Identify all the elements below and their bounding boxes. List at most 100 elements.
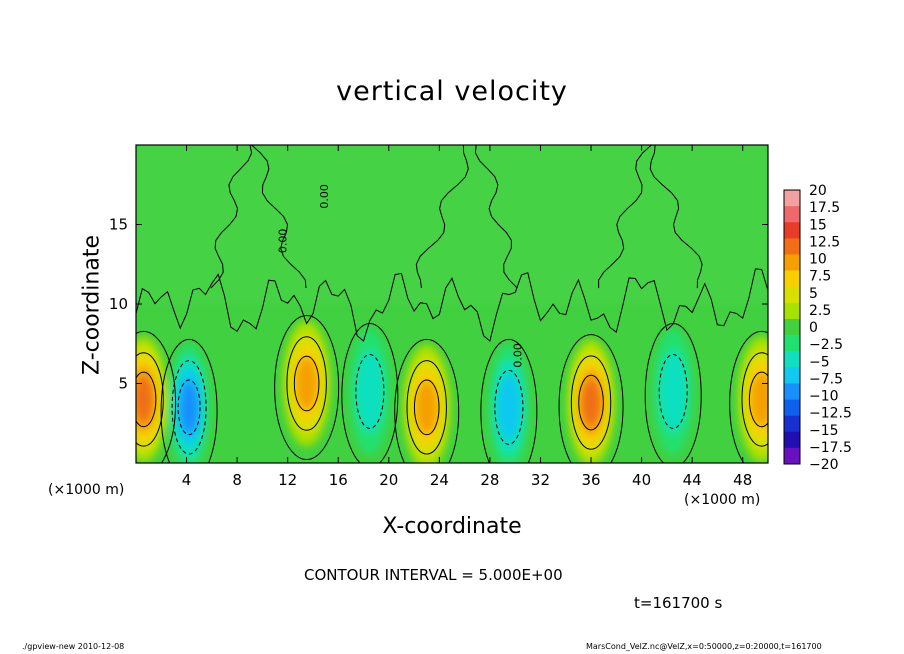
y-tick-label-15: 15: [109, 216, 128, 234]
colorbar-swatch-7: [784, 302, 800, 320]
contour-zero-6: [558, 334, 624, 463]
x-axis-label: X-coordinate: [382, 514, 522, 539]
contour-4-1: [406, 360, 447, 455]
x-axis-ticks: 4 8 12 16 20 24 28 32 36 40 44 48: [182, 145, 752, 489]
y-axis-label: Z-coordinate: [79, 235, 105, 375]
contour-label-2: 0.00: [512, 343, 525, 368]
colorbar-label-4: 10: [809, 252, 827, 268]
contour-label-1: 0.00: [318, 184, 331, 209]
contour-zero-layer: [136, 268, 768, 342]
colorbar-swatch-8: [784, 318, 800, 336]
colorbar-swatch-0: [784, 190, 800, 207]
colorbar-frame: [783, 189, 801, 465]
x-tick-label-20: 20: [379, 471, 398, 489]
x-tick-label-4: 4: [182, 471, 192, 489]
colorbar-label-15: −17.5: [809, 440, 852, 456]
contour-zero-1: [160, 338, 218, 463]
feature-level-7-1: [659, 350, 687, 433]
feature-level-0-4: [136, 376, 154, 423]
y-axis-ticks: 5 10 15: [109, 216, 768, 393]
colorbar-label-12: −10: [809, 389, 839, 405]
colorbar-swatch-6: [784, 286, 800, 304]
contour-upper-3: [474, 145, 518, 289]
colorbar-label-2: 15: [809, 217, 827, 233]
colorbar-swatch-1: [784, 206, 800, 223]
contour-2-1: [286, 336, 327, 431]
x-tick-label-28: 28: [480, 471, 499, 489]
contour-upper-2: [415, 145, 469, 289]
x-tick-label-48: 48: [733, 471, 752, 489]
contour-7-1: [658, 353, 688, 429]
colorbar-label-3: 12.5: [809, 234, 840, 250]
feature-level-1-3: [179, 381, 199, 434]
colorbar-label-0: 20: [809, 183, 827, 199]
y-tick-label-10: 10: [109, 295, 128, 313]
colorbar-label-6: 5: [809, 286, 818, 302]
colorbar-swatch-5: [784, 270, 800, 288]
contour-2-2: [293, 355, 320, 412]
colorbar-swatch-13: [784, 399, 800, 416]
contour-zero-5: [480, 338, 538, 463]
x-tick-label-44: 44: [683, 471, 702, 489]
contour-6-1: [570, 355, 612, 450]
contour-lines: 0.00 0.00 0.00: [136, 145, 768, 463]
colorbar-label-16: −20: [809, 457, 839, 473]
colorbar-label-9: −2.5: [809, 337, 843, 353]
colorbar-swatch-3: [784, 238, 800, 255]
colorbar-label-13: −12.5: [809, 406, 852, 422]
contour-3-1: [355, 353, 385, 429]
x-unit-right: (×1000 m): [684, 492, 761, 508]
contour-0-1: [136, 352, 164, 447]
x-tick-label-16: 16: [329, 471, 348, 489]
contour-upper-0: [210, 145, 253, 289]
colorbar-swatch-9: [784, 335, 800, 352]
x-tick-label-24: 24: [430, 471, 449, 489]
colorbar-swatch-16: [784, 447, 800, 465]
contour-1-2: [177, 379, 201, 436]
feature-level-5-2: [497, 375, 520, 439]
contour-0-2: [136, 371, 157, 428]
time-label: t=161700 s: [634, 594, 723, 612]
colorbar-swatch-14: [784, 415, 800, 433]
contour-zero-3: [341, 322, 399, 463]
colorbar-swatch-15: [784, 431, 800, 449]
colorbar-swatch-10: [784, 351, 800, 368]
colorbar-label-7: 2.5: [809, 303, 831, 319]
contour-upper-5: [649, 145, 703, 289]
colorbar-label-10: −5: [809, 354, 830, 370]
contour-6-2: [578, 374, 604, 431]
colorbar-label-5: 7.5: [809, 269, 831, 285]
chart-title: vertical velocity: [336, 76, 568, 107]
contour-8-2: [748, 371, 768, 428]
colorbar-swatch-12: [784, 383, 800, 400]
feature-level-2-3: [295, 357, 318, 410]
contour-zero-4: [394, 338, 460, 463]
feature-level-3-1: [356, 350, 384, 433]
colorbar-swatch-2: [784, 222, 800, 239]
x-tick-label-32: 32: [531, 471, 550, 489]
colorbar-label-14: −15: [809, 423, 839, 439]
x-tick-label-12: 12: [278, 471, 297, 489]
colorbar-label-1: 17.5: [809, 200, 840, 216]
footer-program: ./gpview-new 2010-12-08: [22, 642, 125, 651]
contour-8-1: [741, 352, 768, 447]
contour-zero-0: [136, 330, 177, 463]
feature-level-6-4: [581, 379, 601, 426]
x-unit-left: (×1000 m): [48, 482, 125, 498]
velocity-field: [136, 145, 768, 463]
contour-upper-1: [251, 145, 307, 289]
footer-dataset: MarsCond_VelZ.nc@VelZ,x=0:50000,z=0:2000…: [586, 642, 822, 651]
contour-1-1: [171, 360, 207, 455]
feature-level-4-3: [416, 381, 438, 434]
colorbar-swatch-11: [784, 367, 800, 384]
contour-upper-4: [598, 145, 652, 289]
contour-zero-2: [274, 315, 340, 460]
contour-zero-8: [729, 330, 768, 463]
colorbar-label-8: 0: [809, 320, 818, 336]
contour-label-0: 0.00: [276, 229, 289, 254]
feature-level-8-3: [750, 373, 768, 426]
colorbar-swatch-4: [784, 254, 800, 271]
colorbar-label-11: −7.5: [809, 371, 843, 387]
